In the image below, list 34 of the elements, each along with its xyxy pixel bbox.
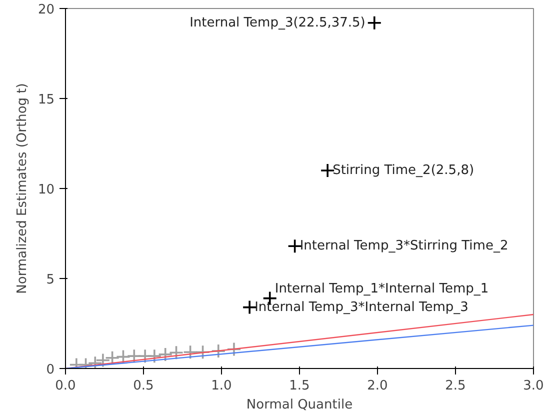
point xyxy=(226,342,242,357)
x-tick-label: 1.0 xyxy=(211,378,232,394)
point xyxy=(210,344,226,358)
annotation: Internal Temp_3*Stirring Time_2 xyxy=(300,238,508,254)
point xyxy=(287,238,302,254)
point xyxy=(116,349,131,364)
annotation: Internal Temp_3*Internal Temp_3 xyxy=(254,300,468,315)
y-tick-label: 5 xyxy=(46,272,55,288)
x-tick-label: 2.0 xyxy=(367,378,388,394)
point xyxy=(242,300,257,315)
y-tick-label: 10 xyxy=(38,182,55,198)
y-tick-label: 0 xyxy=(46,362,55,378)
x-tick-label: 3.0 xyxy=(523,378,544,394)
point xyxy=(88,356,103,368)
x-tick-label: 2.5 xyxy=(445,378,466,394)
x-tick-label: 1.5 xyxy=(289,378,310,394)
annotation: Internal Temp_3(22.5,37.5) xyxy=(190,15,366,30)
point xyxy=(104,350,120,366)
annotation: Internal Temp_1*Internal Temp_1 xyxy=(274,281,489,296)
x-tick-label: 0.0 xyxy=(55,378,76,394)
point xyxy=(158,347,173,362)
point xyxy=(168,345,184,360)
point xyxy=(96,352,110,368)
point xyxy=(320,163,335,178)
annotation: Stirring Time_2(2.5,8) xyxy=(332,163,474,178)
y-tick-label: 20 xyxy=(38,2,55,18)
y-tick-label: 15 xyxy=(38,92,55,108)
point xyxy=(366,15,382,30)
x-axis-title: Normal Quantile xyxy=(246,398,353,412)
point xyxy=(182,344,198,360)
point xyxy=(147,348,162,364)
y-axis-title: Normalized Estimates (Orthog t) xyxy=(14,83,30,294)
point xyxy=(195,344,210,360)
x-tick-label: 0.5 xyxy=(133,378,154,394)
